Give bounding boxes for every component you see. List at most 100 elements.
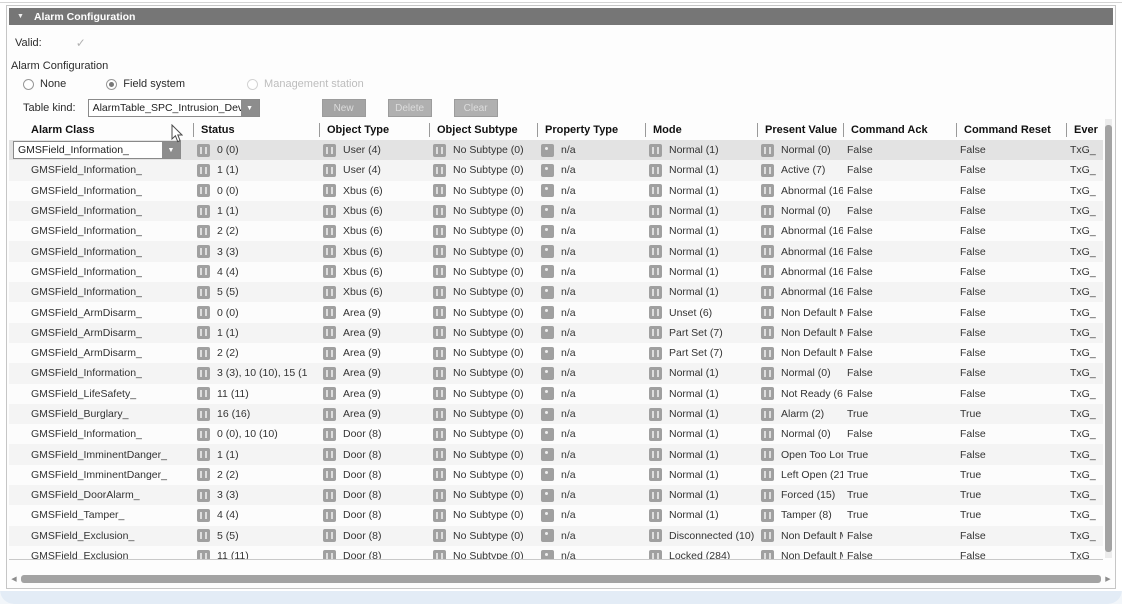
delete-button[interactable]: Delete (387, 99, 432, 117)
pause-icon[interactable] (323, 204, 336, 218)
dot-icon[interactable] (541, 224, 554, 238)
dot-icon[interactable] (541, 529, 554, 543)
pause-icon[interactable] (761, 448, 774, 462)
column-header-present-value[interactable]: Present Value (757, 122, 843, 137)
pause-icon[interactable] (433, 549, 446, 559)
pause-icon[interactable] (323, 224, 336, 238)
pause-icon[interactable] (197, 387, 210, 401)
column-header-object-subtype[interactable]: Object Subtype (429, 122, 537, 137)
pause-icon[interactable] (433, 285, 446, 299)
table-row[interactable]: GMSField_Exclusion_ 11 (11) Door (8) No Sub… (9, 545, 1103, 559)
pause-icon[interactable] (197, 346, 210, 360)
table-row[interactable]: GMSField_ArmDisarm_ 2 (2) Area (9) No Subty… (9, 342, 1103, 364)
pause-icon[interactable] (433, 184, 446, 198)
pause-icon[interactable] (197, 366, 210, 380)
column-header-alarm-class[interactable]: Alarm Class (31, 123, 95, 136)
column-header-object-type[interactable]: Object Type (319, 122, 429, 137)
pause-icon[interactable] (649, 224, 662, 238)
pause-icon[interactable] (323, 488, 336, 502)
table-row[interactable]: GMSField_Information_ 1 (1) Xbus (6) No Sub… (9, 200, 1103, 222)
clear-button[interactable]: Clear (453, 99, 498, 117)
pause-icon[interactable] (433, 488, 446, 502)
pause-icon[interactable] (323, 306, 336, 320)
pause-icon[interactable] (761, 163, 774, 177)
horizontal-scroll-thumb[interactable] (21, 575, 1101, 583)
dot-icon[interactable] (541, 427, 554, 441)
pause-icon[interactable] (197, 184, 210, 198)
table-row[interactable]: GMSField_Information_ 3 (3) Xbus (6) No Sub… (9, 241, 1103, 262)
pause-icon[interactable] (433, 265, 446, 279)
table-row[interactable]: GMSField_Information_ 1 (1) User (4) No Sub… (9, 160, 1103, 181)
table-row[interactable]: GMSField_LifeSafety_ 11 (11) Area (9) No Su… (9, 383, 1103, 404)
dot-icon[interactable] (541, 265, 554, 279)
pause-icon[interactable] (649, 184, 662, 198)
column-header-ever[interactable]: Ever (1066, 122, 1101, 137)
pause-icon[interactable] (323, 163, 336, 177)
table-row[interactable]: GMSField_Information_ ▼ 0 (0) User (4) No Su… (9, 140, 1103, 161)
pause-icon[interactable] (433, 326, 446, 340)
pause-icon[interactable] (197, 468, 210, 482)
pause-icon[interactable] (649, 407, 662, 421)
pause-icon[interactable] (323, 346, 336, 360)
pause-icon[interactable] (323, 387, 336, 401)
pause-icon[interactable] (197, 224, 210, 238)
dot-icon[interactable] (541, 285, 554, 299)
table-row[interactable]: GMSField_Exclusion_ 5 (5) Door (8) No Subty… (9, 525, 1103, 546)
pause-icon[interactable] (649, 265, 662, 279)
table-row[interactable]: GMSField_ImminentDanger_ 2 (2) Door (8) No … (9, 464, 1103, 486)
new-button[interactable]: New (321, 99, 366, 117)
pause-icon[interactable] (761, 265, 774, 279)
table-row[interactable]: GMSField_ImminentDanger_ 1 (1) Door (8) No … (9, 444, 1103, 465)
pause-icon[interactable] (761, 366, 774, 380)
column-header-command-ack[interactable]: Command Ack (843, 122, 956, 137)
pause-icon[interactable] (323, 265, 336, 279)
pause-icon[interactable] (649, 387, 662, 401)
pause-icon[interactable] (649, 163, 662, 177)
pause-icon[interactable] (649, 306, 662, 320)
table-row[interactable]: GMSField_Information_ 2 (2) Xbus (6) No Sub… (9, 221, 1103, 242)
vertical-scroll-thumb[interactable] (1105, 125, 1112, 552)
pause-icon[interactable] (649, 427, 662, 441)
scroll-left-arrow-icon[interactable]: ◀ (11, 576, 17, 583)
pause-icon[interactable] (197, 163, 210, 177)
column-header-command-reset[interactable]: Command Reset (956, 122, 1066, 137)
collapse-triangle-icon[interactable]: ▼ (17, 13, 24, 20)
pause-icon[interactable] (433, 245, 446, 259)
pause-icon[interactable] (433, 508, 446, 522)
pause-icon[interactable] (761, 306, 774, 320)
pause-icon[interactable] (761, 508, 774, 522)
pause-icon[interactable] (649, 529, 662, 543)
pause-icon[interactable] (323, 427, 336, 441)
dot-icon[interactable] (541, 387, 554, 401)
pause-icon[interactable] (649, 143, 662, 157)
pause-icon[interactable] (433, 427, 446, 441)
pause-icon[interactable] (197, 143, 210, 157)
pause-icon[interactable] (649, 508, 662, 522)
pause-icon[interactable] (433, 387, 446, 401)
pause-icon[interactable] (433, 468, 446, 482)
pause-icon[interactable] (323, 549, 336, 559)
pause-icon[interactable] (649, 285, 662, 299)
pause-icon[interactable] (323, 407, 336, 421)
column-header-status[interactable]: Status (193, 122, 319, 137)
dot-icon[interactable] (541, 508, 554, 522)
pause-icon[interactable] (761, 204, 774, 218)
pause-icon[interactable] (197, 407, 210, 421)
pause-icon[interactable] (433, 366, 446, 380)
pause-icon[interactable] (323, 366, 336, 380)
dot-icon[interactable] (541, 184, 554, 198)
pause-icon[interactable] (323, 143, 336, 157)
pause-icon[interactable] (197, 204, 210, 218)
pause-icon[interactable] (433, 143, 446, 157)
dot-icon[interactable] (541, 366, 554, 380)
scroll-right-arrow-icon[interactable]: ▶ (1105, 576, 1111, 583)
dot-icon[interactable] (541, 245, 554, 259)
pause-icon[interactable] (197, 488, 210, 502)
pause-icon[interactable] (433, 224, 446, 238)
horizontal-scrollbar[interactable]: ◀ ▶ (9, 574, 1113, 584)
dot-icon[interactable] (541, 204, 554, 218)
pause-icon[interactable] (649, 488, 662, 502)
pause-icon[interactable] (761, 529, 774, 543)
pause-icon[interactable] (323, 245, 336, 259)
table-kind-combobox[interactable]: AlarmTable_SPC_Intrusion_Device ▼ (87, 99, 260, 117)
